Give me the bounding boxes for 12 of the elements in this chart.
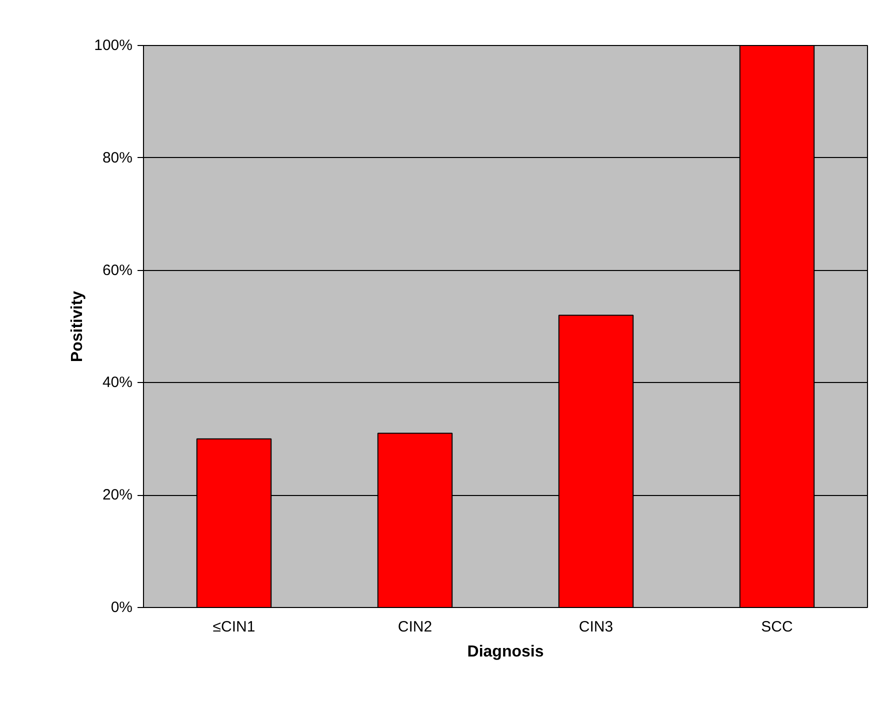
y-axis-title: Positivity (69, 290, 86, 362)
y-tick-label: 60% (102, 262, 133, 279)
y-tick-label: 20% (102, 486, 133, 504)
x-tick-label: ≤CIN1 (212, 618, 256, 636)
x-tick-label: SCC (761, 618, 793, 636)
y-tick-label: 0% (110, 599, 133, 616)
x-tick-label: CIN3 (578, 618, 614, 636)
x-tick-label: CIN2 (398, 618, 432, 636)
y-tick-label: 80% (102, 149, 133, 166)
x-axis-title: Diagnosis (467, 644, 544, 660)
y-tick-label: 40% (102, 374, 133, 392)
y-tick-label: 100% (94, 37, 133, 54)
